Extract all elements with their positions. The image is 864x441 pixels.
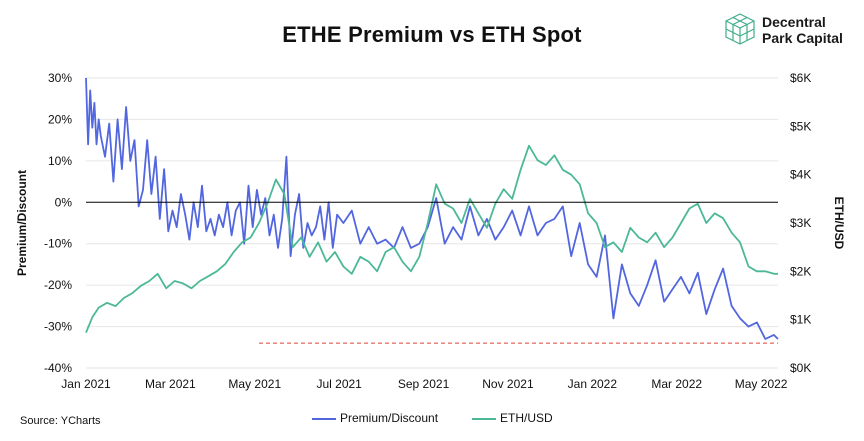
x-tick-label: Sep 2021 bbox=[398, 377, 450, 391]
x-tick-label: Jan 2022 bbox=[568, 377, 618, 391]
y-left-tick-label: -30% bbox=[44, 320, 72, 334]
brand-name: Decentral Park Capital bbox=[762, 14, 843, 46]
y-right-axis-title: ETH/USD bbox=[832, 197, 846, 250]
premium-discount-line bbox=[85, 77, 779, 340]
legend-item-eth: ETH/USD bbox=[472, 411, 553, 425]
axis-labels: 30% 20% 10% 0% -10% -20% -30% -40% $6K $5K $4K $3K $… bbox=[15, 71, 846, 391]
series-layer bbox=[85, 77, 779, 340]
chart-area: 30% 20% 10% 0% -10% -20% -30% -40% $6K $5K $4K $3K $… bbox=[15, 71, 846, 391]
y-left-tick-label: 0% bbox=[55, 195, 73, 209]
y-left-tick-label: 20% bbox=[48, 112, 72, 126]
y-left-tick-label: -40% bbox=[44, 361, 72, 375]
y-right-tick-label: $6K bbox=[790, 71, 811, 85]
y-right-tick-label: $4K bbox=[790, 168, 811, 182]
legend-label-premium: Premium/Discount bbox=[340, 411, 439, 425]
source-note: Source: YCharts bbox=[20, 415, 101, 427]
y-left-tick-label: -20% bbox=[44, 278, 72, 292]
x-tick-label: May 2021 bbox=[228, 377, 281, 391]
y-left-axis-title: Premium/Discount bbox=[15, 170, 29, 276]
legend-swatch-eth bbox=[472, 417, 496, 420]
brand-line-2: Park Capital bbox=[762, 30, 843, 46]
y-left-tick-label: 30% bbox=[48, 71, 72, 85]
chart-title: ETHE Premium vs ETH Spot bbox=[282, 22, 582, 47]
brand-logo: Decentral Park Capital bbox=[724, 12, 864, 52]
grid-lines bbox=[86, 77, 778, 369]
x-tick-label: Mar 2022 bbox=[651, 377, 702, 391]
x-tick-label: Jul 2021 bbox=[316, 377, 362, 391]
x-tick-label: Nov 2021 bbox=[482, 377, 534, 391]
legend-swatch-premium bbox=[312, 417, 336, 420]
y-right-tick-label: $0K bbox=[790, 361, 811, 375]
y-right-tick-label: $5K bbox=[790, 119, 811, 133]
y-right-tick-label: $1K bbox=[790, 313, 811, 327]
x-tick-label: Mar 2021 bbox=[145, 377, 196, 391]
legend-item-premium: Premium/Discount bbox=[312, 411, 438, 425]
brand-line-1: Decentral bbox=[762, 14, 826, 30]
x-tick-label: Jan 2021 bbox=[61, 377, 111, 391]
legend-label-eth: ETH/USD bbox=[500, 411, 553, 425]
y-left-tick-label: 10% bbox=[48, 154, 72, 168]
legend: Premium/Discount ETH/USD bbox=[0, 411, 864, 427]
x-tick-label: May 2022 bbox=[735, 377, 788, 391]
cube-grid-icon bbox=[725, 13, 755, 45]
y-right-tick-label: $3K bbox=[790, 216, 811, 230]
y-left-tick-label: -10% bbox=[44, 237, 72, 251]
eth-usd-line bbox=[85, 144, 778, 334]
y-right-tick-label: $2K bbox=[790, 264, 811, 278]
